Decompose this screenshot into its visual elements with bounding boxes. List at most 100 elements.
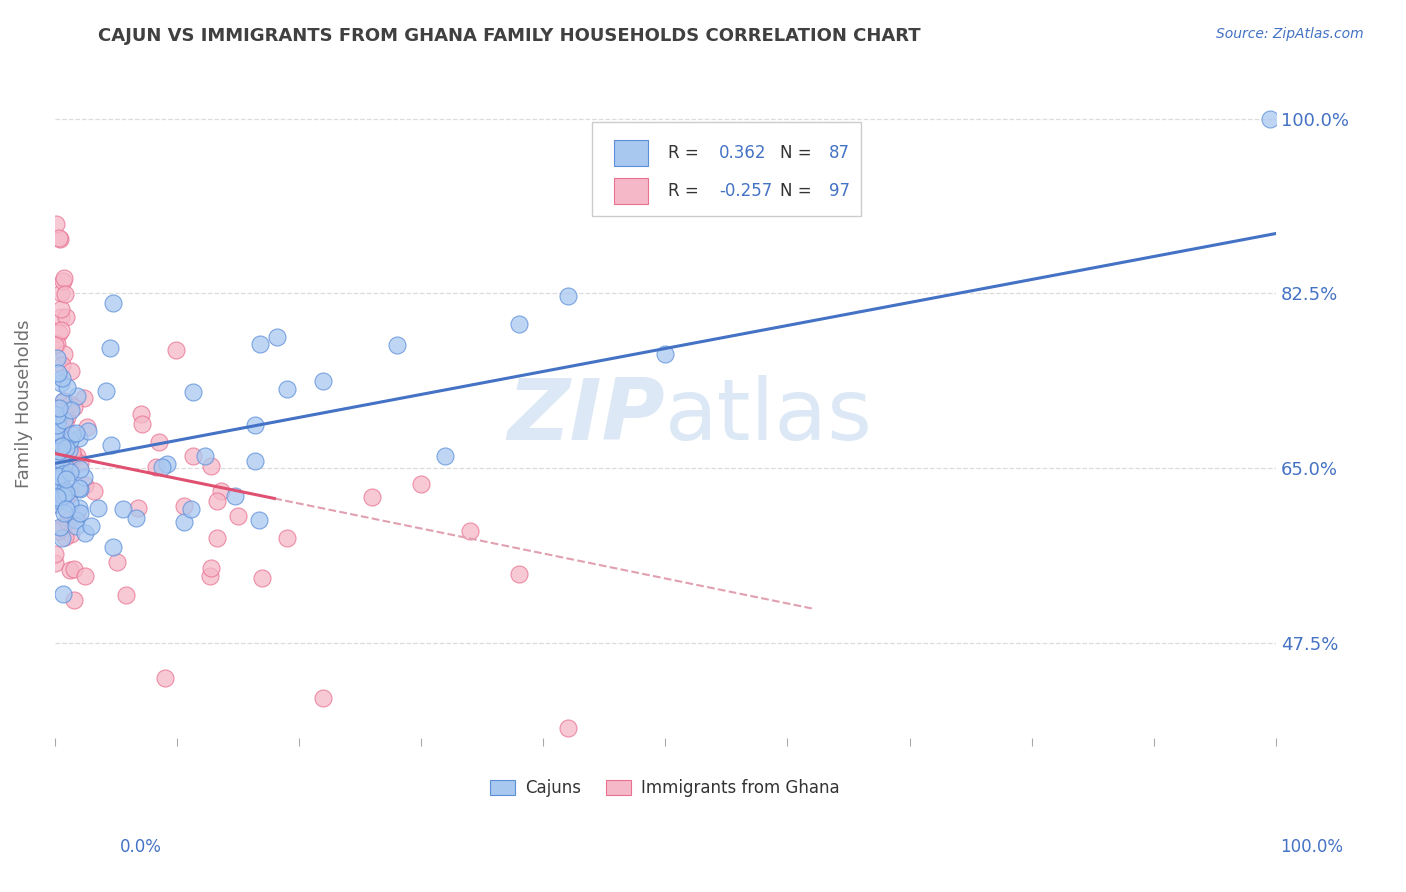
- Point: [51, 460, 73, 475]
- Point: [44, 218, 66, 232]
- Point: [224, 489, 246, 503]
- Point: [180, 502, 202, 516]
- Point: [45, 467, 67, 481]
- Point: [458, 524, 481, 538]
- Point: [75, 477, 97, 491]
- Point: [1258, 112, 1281, 126]
- Point: [52, 274, 75, 288]
- Point: [48, 456, 70, 470]
- Point: [46, 426, 69, 441]
- Point: [60, 426, 83, 441]
- Point: [48, 326, 70, 341]
- Point: [76, 420, 98, 434]
- Point: [200, 459, 222, 474]
- Point: [77, 424, 100, 438]
- Point: [49, 285, 72, 300]
- Point: [173, 500, 195, 514]
- Point: [245, 418, 267, 433]
- Point: [65, 513, 87, 527]
- Point: [209, 484, 232, 499]
- Point: [59, 496, 82, 510]
- Point: [266, 329, 288, 343]
- Point: [66, 389, 89, 403]
- Point: [129, 407, 152, 421]
- Point: [44, 497, 66, 511]
- Point: [59, 527, 82, 541]
- Point: [125, 510, 148, 524]
- Point: [101, 296, 124, 310]
- Point: [654, 346, 676, 360]
- Point: [44, 547, 66, 561]
- Point: [44, 482, 66, 496]
- Point: [49, 323, 72, 337]
- FancyBboxPatch shape: [592, 122, 860, 216]
- Point: [63, 562, 86, 576]
- Point: [148, 434, 170, 449]
- Point: [165, 343, 187, 358]
- Point: [145, 459, 167, 474]
- Point: [312, 374, 335, 388]
- Point: [73, 569, 96, 583]
- Point: [207, 494, 229, 508]
- Point: [183, 385, 205, 400]
- Text: -0.257: -0.257: [718, 182, 772, 200]
- Point: [52, 489, 75, 503]
- Point: [48, 412, 70, 426]
- Point: [150, 460, 173, 475]
- Point: [45, 401, 67, 416]
- Point: [45, 471, 67, 485]
- Point: [51, 358, 73, 372]
- Point: [52, 347, 75, 361]
- Point: [46, 425, 69, 439]
- Point: [49, 376, 72, 391]
- Point: [100, 438, 122, 452]
- Point: [59, 563, 82, 577]
- Point: [49, 310, 72, 324]
- Point: [63, 400, 86, 414]
- Point: [51, 439, 73, 453]
- Point: [59, 364, 82, 378]
- Point: [67, 481, 90, 495]
- Point: [69, 461, 91, 475]
- Text: 100.0%: 100.0%: [1279, 838, 1343, 856]
- Point: [52, 404, 75, 418]
- Point: [49, 468, 72, 483]
- Point: [112, 502, 135, 516]
- Point: [53, 529, 76, 543]
- Point: [46, 409, 69, 423]
- Point: [51, 480, 73, 494]
- Point: [55, 485, 77, 500]
- Point: [51, 371, 73, 385]
- Point: [62, 445, 84, 459]
- Point: [52, 393, 75, 408]
- Point: [69, 456, 91, 470]
- Text: Source: ZipAtlas.com: Source: ZipAtlas.com: [1216, 27, 1364, 41]
- Point: [153, 672, 176, 686]
- Point: [434, 449, 457, 463]
- Point: [557, 289, 579, 303]
- Point: [55, 472, 77, 486]
- Point: [409, 476, 432, 491]
- Point: [56, 410, 79, 425]
- Point: [312, 691, 335, 706]
- Point: [69, 506, 91, 520]
- Point: [56, 488, 79, 502]
- Point: [46, 468, 69, 483]
- Point: [205, 531, 228, 545]
- Point: [45, 417, 67, 432]
- Text: 87: 87: [830, 144, 849, 162]
- Point: [52, 271, 75, 285]
- Point: [55, 417, 77, 431]
- Point: [49, 440, 72, 454]
- Point: [83, 483, 105, 498]
- Point: [46, 415, 69, 429]
- Y-axis label: Family Households: Family Households: [15, 319, 32, 488]
- Point: [49, 520, 72, 534]
- Point: [45, 434, 67, 449]
- Point: [87, 500, 110, 515]
- Point: [96, 384, 118, 399]
- Point: [48, 401, 70, 416]
- Point: [115, 588, 138, 602]
- Point: [59, 402, 82, 417]
- Point: [46, 490, 69, 504]
